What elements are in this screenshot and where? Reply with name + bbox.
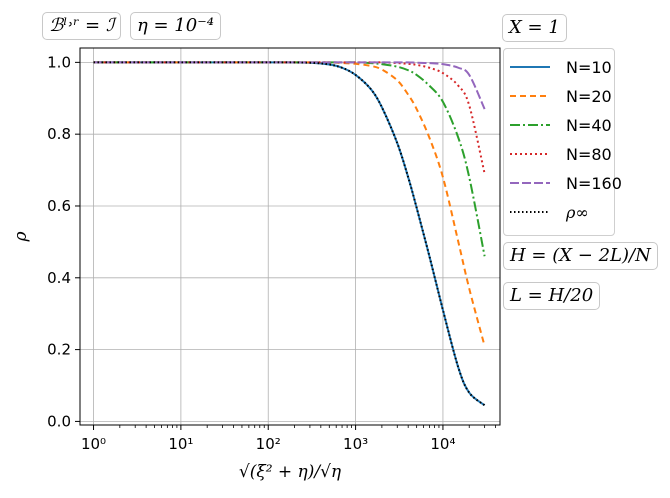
series-lines (93, 61, 486, 407)
series-line-1 (93, 61, 486, 347)
eta-annotation: η = 10⁻⁴ (130, 12, 221, 40)
x-tick-label: 10⁰ (81, 435, 106, 453)
plot-frame (79, 47, 501, 426)
legend-label: N=40 (566, 115, 612, 135)
y-tick-label: 0.4 (47, 269, 71, 287)
y-tick-label: 0.2 (47, 341, 71, 359)
h-annotation: H = (X − 2L)/N (503, 242, 658, 270)
x-axis-label: √(ξ² + η)/√η (239, 462, 342, 482)
legend-item: N=40 (510, 113, 612, 137)
legend-item: ρ∞ (510, 200, 589, 224)
y-axis-ticks: 0.0 0.2 0.4 0.6 0.8 1.0 (47, 53, 80, 430)
y-tick-label: 0.0 (47, 412, 71, 430)
series-line-3 (93, 61, 486, 174)
legend-swatch (510, 182, 550, 184)
x-tick-label: 10⁴ (430, 435, 455, 453)
y-tick-label: 1.0 (47, 53, 71, 71)
legend-label: N=80 (566, 144, 612, 164)
grid (80, 48, 500, 425)
legend-swatch (510, 95, 550, 97)
legend-item: N=10 (510, 55, 612, 79)
x-tick-label: 10² (256, 435, 281, 453)
series-line-2 (93, 61, 486, 257)
legend-label: ρ∞ (566, 202, 589, 222)
series-line-5 (93, 61, 486, 407)
legend-item: N=20 (510, 84, 612, 108)
legend-item: N=160 (510, 171, 622, 195)
y-axis-label: ρ (11, 232, 31, 243)
x-axis-ticks: 10⁰ 10¹ 10² 10³ 10⁴ (81, 425, 496, 453)
y-tick-label: 0.6 (47, 197, 71, 215)
legend-swatch (510, 211, 550, 213)
legend-swatch (510, 124, 550, 126)
legend-label: N=10 (566, 57, 612, 77)
legend-label: N=160 (566, 173, 622, 193)
x-annotation: X = 1 (502, 14, 567, 42)
boundary-condition-annotation: ℬˡ˒ʳ = ℐ (42, 12, 122, 40)
legend-item: N=80 (510, 142, 612, 166)
legend-swatch (510, 153, 550, 155)
legend-swatch (510, 66, 550, 68)
l-annotation: L = H/20 (503, 282, 601, 310)
series-line-4 (93, 61, 486, 110)
legend: N=10 N=20 N=40 N=80 N=160 ρ∞ (503, 48, 622, 236)
series-line-0 (93, 61, 486, 407)
x-tick-label: 10¹ (168, 435, 193, 453)
x-tick-label: 10³ (343, 435, 368, 453)
legend-label: N=20 (566, 86, 612, 106)
y-tick-label: 0.8 (47, 125, 71, 143)
